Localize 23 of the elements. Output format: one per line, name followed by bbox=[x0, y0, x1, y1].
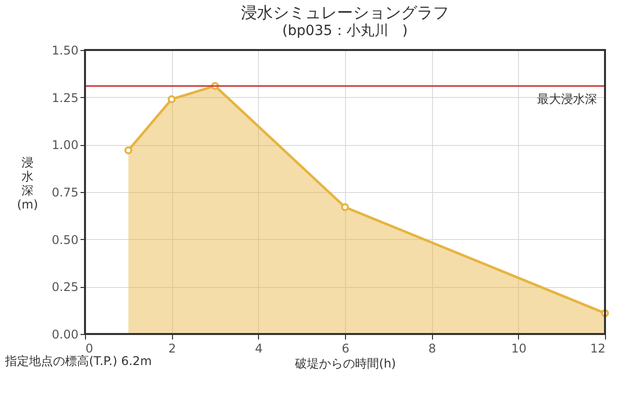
point bbox=[341, 203, 349, 212]
y-tick-label: 1.00 bbox=[52, 138, 78, 152]
y-tick-label: 1.50 bbox=[52, 44, 78, 58]
chart-title: 浸水シミュレーショングラフ bbox=[241, 3, 449, 22]
chart-subtitle: (bp035：小丸川 ) bbox=[282, 23, 408, 39]
x-tick-label: 12 bbox=[590, 342, 606, 356]
x-tick-label: 10 bbox=[511, 342, 526, 356]
text: 指定地点の標高(T.P.) 6.2m bbox=[4, 354, 152, 368]
x-axis-title: 破堤からの時間(h) bbox=[294, 356, 396, 370]
ref-line-label: 最大浸水深 bbox=[537, 92, 597, 106]
x-tick-label: 2 bbox=[168, 342, 176, 356]
y-axis-title: 浸水深(m) bbox=[16, 156, 38, 212]
y-tick-label: 0.50 bbox=[52, 232, 78, 247]
y-tick-label: 0.25 bbox=[52, 280, 78, 294]
x-tick-label: 6 bbox=[342, 342, 350, 356]
x-tick-label: 4 bbox=[255, 342, 263, 356]
x-tick-label: 0 bbox=[86, 342, 94, 356]
x-tick-label: 8 bbox=[428, 342, 436, 356]
point bbox=[168, 95, 176, 104]
y-tick-label: 0.75 bbox=[52, 186, 78, 200]
y-tick-label: 1.25 bbox=[52, 90, 78, 105]
y-tick-label: 0.00 bbox=[52, 328, 78, 342]
point bbox=[124, 146, 132, 154]
